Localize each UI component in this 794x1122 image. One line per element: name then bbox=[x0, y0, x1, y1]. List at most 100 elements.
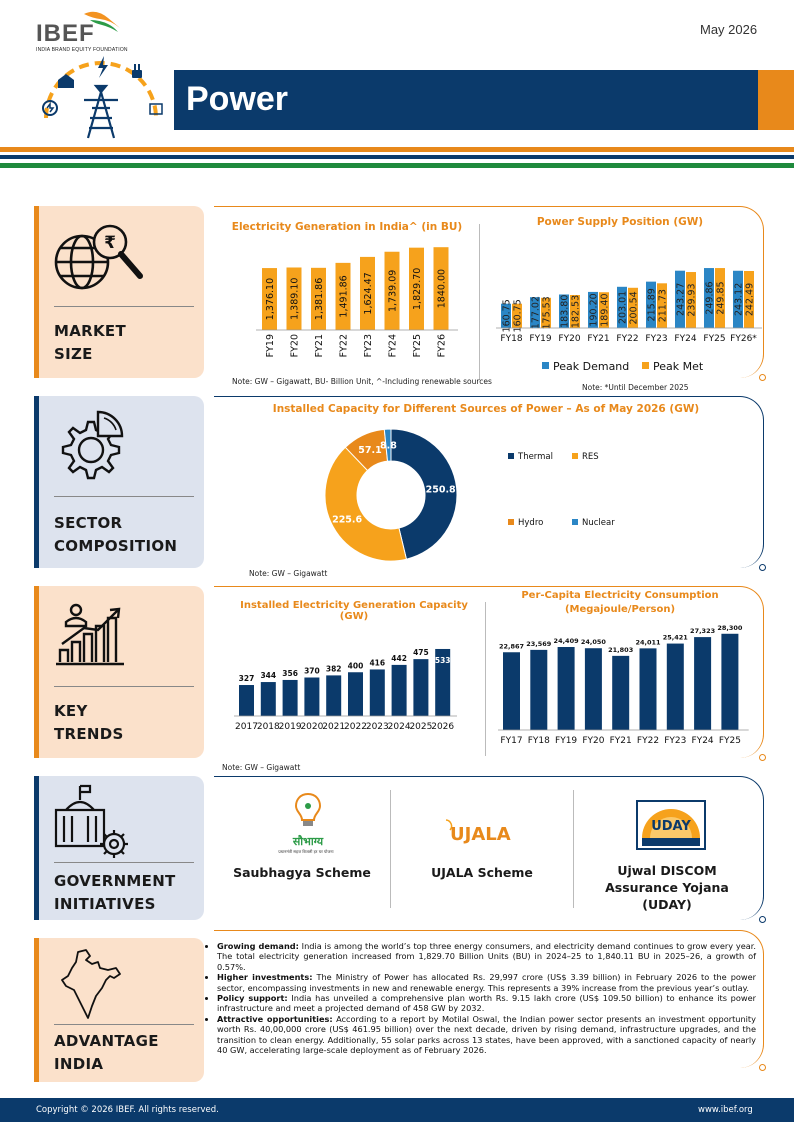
x-tick-label: FY20 bbox=[582, 736, 604, 746]
chart-title-per-capita: Per-Capita Electricity Consumption (Mega… bbox=[521, 590, 719, 615]
bar-peak-met bbox=[599, 292, 609, 328]
section-title-government: GOVERNMENT INITIATIVES bbox=[54, 872, 176, 913]
bar-peak-met bbox=[657, 283, 667, 328]
footer-website-link[interactable]: www.ibef.org bbox=[698, 1105, 753, 1115]
bar-peak-demand bbox=[588, 291, 598, 328]
x-tick-label: 2020 bbox=[300, 722, 323, 732]
data-label: 1,829.70 bbox=[412, 268, 423, 310]
bar-peak-met bbox=[570, 294, 580, 328]
title-orange-block bbox=[758, 70, 794, 130]
slice-thermal bbox=[390, 428, 458, 560]
logo-subtitle: INDIA BRAND EQUITY FOUNDATION bbox=[36, 47, 128, 53]
data-label: 28,300 bbox=[717, 624, 743, 632]
section-title-advantage: ADVANTAGE INDIA bbox=[54, 1032, 159, 1073]
bar bbox=[360, 256, 375, 330]
bar bbox=[666, 643, 684, 730]
data-label: 27,323 bbox=[690, 627, 715, 635]
bar-peak-demand bbox=[559, 294, 569, 328]
bar-peak-met bbox=[686, 272, 696, 328]
saubhagya-logo: सौभाग्य प्रधानमंत्री सहज बिजली हर घर योज… bbox=[268, 792, 348, 854]
bar bbox=[557, 647, 575, 730]
data-label: 24,050 bbox=[581, 638, 607, 646]
x-tick-label: FY19 bbox=[529, 334, 551, 344]
data-label: 177.02 bbox=[531, 296, 542, 329]
data-label: 1,491.86 bbox=[339, 275, 350, 317]
x-tick-label: FY24 bbox=[692, 736, 714, 746]
slice-label: 250.8 bbox=[426, 485, 456, 496]
data-label: 25,421 bbox=[663, 634, 689, 642]
bar bbox=[530, 649, 548, 730]
bar bbox=[311, 267, 326, 330]
saubhagya-scheme-label[interactable]: Saubhagya Scheme bbox=[233, 865, 371, 880]
section-title-market: MARKET SIZE bbox=[54, 322, 126, 363]
x-tick-label: FY21 bbox=[587, 334, 609, 344]
sector-composition-panel: SECTOR COMPOSITION bbox=[34, 396, 204, 568]
legend-label: Peak Demand bbox=[553, 360, 629, 373]
data-label: 24,409 bbox=[554, 637, 580, 645]
publication-date: May 2026 bbox=[700, 22, 758, 37]
x-tick-label: FY22 bbox=[637, 736, 659, 746]
x-tick-label: FY24 bbox=[674, 334, 696, 344]
chart-title-supply: Power Supply Position (GW) bbox=[536, 216, 704, 228]
x-tick-label: 2018 bbox=[257, 722, 280, 732]
x-tick-label: FY23 bbox=[363, 334, 374, 357]
government-building-gear-icon bbox=[50, 784, 140, 862]
bar bbox=[282, 679, 298, 716]
legend-label: Thermal bbox=[518, 452, 554, 462]
bar-peak-met bbox=[628, 287, 638, 328]
x-tick-label: 2023 bbox=[366, 722, 389, 732]
x-tick-label: FY21 bbox=[314, 334, 325, 357]
bar bbox=[612, 655, 630, 730]
section-accent-bar bbox=[34, 938, 39, 1082]
x-tick-label: FY26* bbox=[730, 334, 757, 344]
saubhagya-logo-word: सौभाग्य bbox=[292, 835, 324, 848]
uday-scheme-label[interactable]: Ujwal DISCOM Assurance Yojana (UDAY) bbox=[605, 863, 729, 912]
data-label: 160.75 bbox=[502, 299, 513, 332]
data-label: 400 bbox=[348, 661, 364, 670]
bar bbox=[326, 675, 342, 716]
bar-peak-demand bbox=[530, 297, 540, 328]
frame-end-dot bbox=[759, 374, 766, 381]
trends-frame bbox=[214, 586, 764, 758]
legend-item: Hydro bbox=[508, 518, 543, 528]
advantage-bullet: Higher investments: The Ministry of Powe… bbox=[217, 972, 756, 993]
gear-pie-chart-icon bbox=[50, 408, 140, 492]
bar bbox=[721, 633, 739, 730]
x-tick-label: 2026 bbox=[431, 722, 454, 732]
data-label: 183.80 bbox=[560, 295, 571, 328]
ujala-scheme-label[interactable]: UJALA Scheme bbox=[431, 865, 533, 880]
legend-swatch bbox=[572, 519, 578, 525]
data-label: 475 bbox=[413, 648, 429, 657]
chart-divider bbox=[479, 224, 480, 380]
bar bbox=[335, 262, 351, 330]
bar bbox=[409, 247, 424, 330]
data-label: 249.85 bbox=[716, 281, 727, 314]
x-tick-label: 2024 bbox=[388, 722, 411, 732]
data-label: 243.27 bbox=[676, 283, 687, 316]
bar bbox=[433, 247, 449, 330]
slice-nuclear bbox=[383, 428, 392, 462]
bar-peak-met bbox=[715, 268, 725, 328]
data-label: 215.89 bbox=[647, 288, 658, 321]
advantage-bullet: Growing demand: India is among the world… bbox=[217, 941, 756, 972]
x-tick-label: FY19 bbox=[265, 334, 276, 357]
data-label: 356 bbox=[282, 669, 298, 678]
advantage-frame bbox=[214, 930, 764, 1068]
logo-text: IBEF bbox=[36, 20, 95, 47]
ibef-logo[interactable]: IBEF INDIA BRAND EQUITY FOUNDATION bbox=[36, 8, 136, 56]
section-accent-bar bbox=[34, 206, 39, 378]
x-tick-label: FY20 bbox=[558, 334, 580, 344]
section-divider bbox=[54, 686, 194, 687]
data-label: 243.12 bbox=[734, 283, 745, 316]
svg-text:₹: ₹ bbox=[104, 233, 116, 253]
data-label: 1,739.09 bbox=[388, 270, 399, 312]
data-label: 370 bbox=[304, 667, 320, 676]
slice-res bbox=[324, 446, 408, 562]
section-accent-bar bbox=[34, 396, 39, 568]
advantage-bullet-list: Growing demand: India is among the world… bbox=[206, 941, 756, 1055]
bar bbox=[694, 637, 712, 730]
bar-peak-demand bbox=[733, 270, 743, 328]
section-title-trends: KEY TRENDS bbox=[54, 702, 124, 743]
section-accent-bar bbox=[34, 776, 39, 920]
x-tick-label: 2025 bbox=[409, 722, 432, 732]
